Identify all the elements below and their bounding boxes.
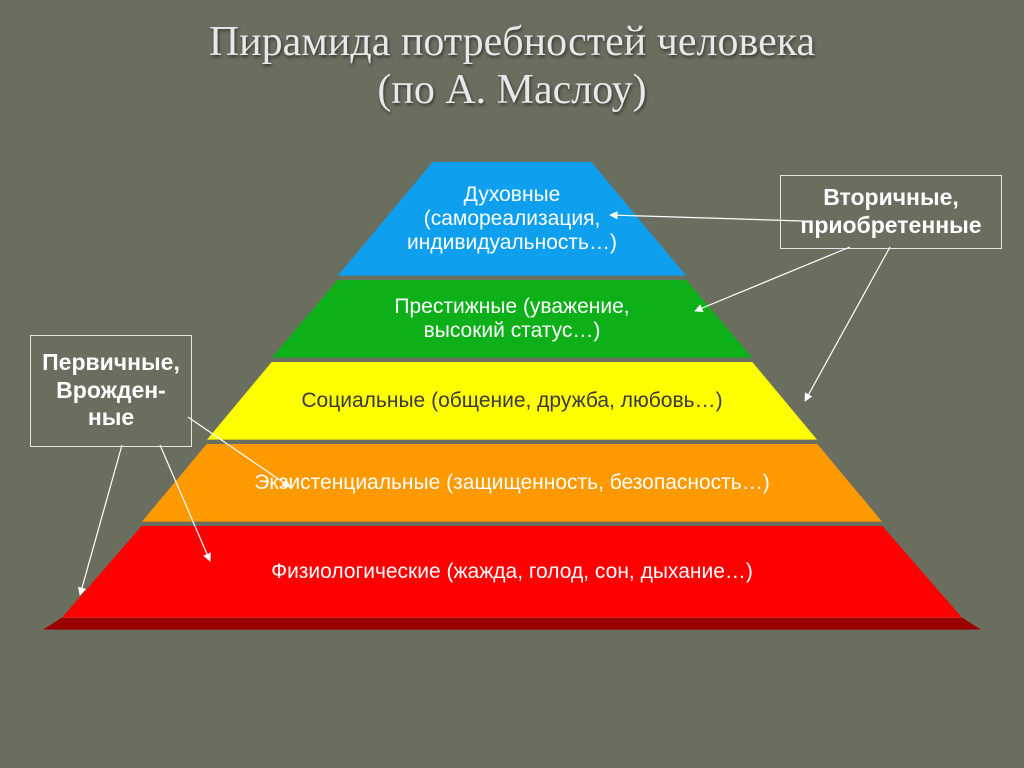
pyramid-layer-4-line-0: Физиологические (жажда, голод, сон, дыха… (271, 560, 753, 584)
pyramid-divider-4 (142, 522, 882, 526)
page-title: Пирамида потребностей человека (по А. Ма… (0, 0, 1024, 115)
callout-secondary-line-0: Вторичные, (781, 184, 1001, 212)
callout-secondary: Вторичные,приобретенные (780, 175, 1002, 249)
pyramid-layer-2: Социальные (общение, дружба, любовь…) (207, 362, 817, 440)
callout-primary-line-1: Врожден- (31, 377, 191, 405)
pyramid-layer-2-line-0: Социальные (общение, дружба, любовь…) (301, 389, 722, 413)
title-line-2: (по А. Маслоу) (0, 66, 1024, 114)
pyramid-layer-0-line-1: (самореализация, (424, 207, 601, 231)
pyramid-layer-4: Физиологические (жажда, голод, сон, дыха… (62, 526, 962, 618)
title-line-1: Пирамида потребностей человека (0, 18, 1024, 66)
pyramid-layer-1: Престижные (уважение,высокий статус…) (272, 280, 752, 358)
connector-4 (805, 247, 890, 401)
connector-3 (695, 247, 850, 311)
pyramid-layer-1-line-0: Престижные (уважение, (394, 295, 629, 319)
pyramid-layer-0: Духовные(самореализация,индивидуальность… (338, 162, 686, 276)
pyramid-layer-3-line-0: Экзистенциальные (защищенность, безопасн… (254, 471, 769, 495)
pyramid-divider-2 (272, 358, 752, 362)
pyramid-base-3d (43, 618, 981, 630)
pyramid-layer-3: Экзистенциальные (защищенность, безопасн… (142, 444, 882, 522)
callout-primary-line-0: Первичные, (31, 349, 191, 377)
callout-primary-line-2: ные (31, 404, 191, 432)
pyramid-divider-3 (207, 440, 817, 444)
callout-secondary-line-1: приобретенные (781, 212, 1001, 240)
pyramid-divider-1 (338, 276, 686, 280)
pyramid-layer-0-line-0: Духовные (464, 183, 561, 207)
pyramid-layer-0-line-2: индивидуальность…) (407, 231, 617, 255)
diagram-stage: Духовные(самореализация,индивидуальность… (0, 115, 1024, 735)
pyramid-layer-1-line-1: высокий статус…) (424, 319, 601, 343)
callout-primary: Первичные,Врожден-ные (30, 335, 192, 447)
